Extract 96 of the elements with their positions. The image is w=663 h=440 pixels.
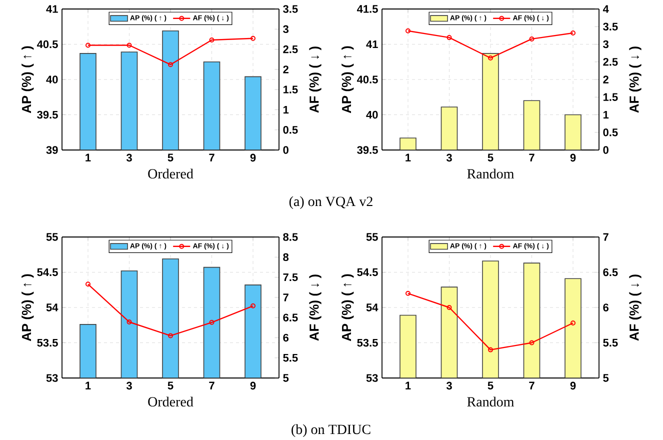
y2-axis-title: AF (%) ( ↓ ) xyxy=(629,274,642,341)
y2-tick-label: 6.5 xyxy=(603,268,618,276)
y-tick-label: 40 xyxy=(366,110,378,119)
x-tick-label: 3 xyxy=(446,154,452,162)
y-tick-label: 54 xyxy=(366,304,378,312)
y2-tick-label: 2 xyxy=(283,66,288,74)
point xyxy=(529,340,534,346)
point xyxy=(446,35,452,40)
y-tick-label: 40 xyxy=(46,76,58,84)
y-tick-label: 41 xyxy=(46,5,58,13)
y-tick-label: 53.5 xyxy=(37,338,58,347)
y-tick-label: 53 xyxy=(46,374,58,382)
y2-tick-label: 8.5 xyxy=(283,233,298,241)
y2-tick-label: 6 xyxy=(603,304,609,312)
x-tick-label: 5 xyxy=(488,382,494,390)
y2-tick-label: 3.5 xyxy=(603,22,618,31)
x-tick-label: 3 xyxy=(126,382,132,390)
y-tick-label: 54.5 xyxy=(37,268,58,276)
y-tick-label: 40.5 xyxy=(36,40,58,48)
y2-tick-label: 3 xyxy=(603,40,609,48)
y-tick-label: 53 xyxy=(366,374,378,382)
y2-tick-label: 7 xyxy=(603,233,608,241)
point xyxy=(209,38,214,43)
y2-axis-title: AF (%) ( ↓ ) xyxy=(309,46,322,113)
y2-tick-label: 0 xyxy=(283,146,288,154)
y2-tick-label: 3.5 xyxy=(283,5,298,13)
x-tick-label: 7 xyxy=(529,382,534,390)
y2-tick-label: 0.5 xyxy=(603,128,618,136)
y2-tick-label: 2.5 xyxy=(603,58,618,66)
y2-tick-label: 4 xyxy=(602,5,609,13)
x-tick-label: 1 xyxy=(86,382,91,390)
y-tick-label: 53.5 xyxy=(357,338,378,347)
x-axis-title: Random xyxy=(467,168,514,179)
x-tick-label: 9 xyxy=(570,154,576,162)
x-tick-label: 7 xyxy=(529,154,534,162)
y-tick-label: 40.5 xyxy=(356,76,378,84)
y2-tick-label: 2 xyxy=(603,76,608,84)
y2-tick-label: 6 xyxy=(283,334,289,342)
x-tick-label: 1 xyxy=(86,154,91,162)
y2-tick-label: 2.5 xyxy=(283,45,298,54)
y2-tick-label: 8 xyxy=(283,253,289,262)
y-axis-title: AP (%) ( ↑ ) xyxy=(22,46,34,114)
y2-axis-title: AF (%) ( ↓ ) xyxy=(309,274,322,341)
x-tick-label: 1 xyxy=(406,382,411,390)
text: (b) on TDIUC xyxy=(292,424,370,437)
y2-tick-label: 1.5 xyxy=(603,93,618,101)
y2-tick-label: 3 xyxy=(283,25,289,34)
y-tick-label: 39.5 xyxy=(37,110,58,119)
y-tick-label: 41 xyxy=(366,40,378,48)
y2-tick-label: 1 xyxy=(283,106,289,114)
x-tick-label: 1 xyxy=(406,154,411,162)
point xyxy=(446,305,452,310)
point xyxy=(126,320,132,325)
y-tick-label: 54.5 xyxy=(357,268,378,276)
x-tick-label: 5 xyxy=(168,154,174,162)
y-axis-title: AP (%) ( ↑ ) xyxy=(22,274,34,342)
x-axis-title: Random xyxy=(467,396,514,407)
y2-tick-label: 0 xyxy=(603,146,608,154)
y2-tick-label: 5.5 xyxy=(283,354,298,362)
x-tick-label: 3 xyxy=(126,154,132,162)
y2-tick-label: 7.5 xyxy=(283,273,298,282)
x-tick-label: 3 xyxy=(446,382,452,390)
y2-tick-label: 5.5 xyxy=(603,338,618,347)
y2-tick-label: 1.5 xyxy=(283,86,298,94)
x-axis-title: Ordered xyxy=(148,168,194,179)
point xyxy=(168,333,174,338)
point xyxy=(488,56,494,60)
x-tick-label: 7 xyxy=(209,154,214,162)
y-tick-label: 39.5 xyxy=(357,146,378,154)
point xyxy=(126,42,132,48)
x-tick-label: 9 xyxy=(250,382,256,390)
x-tick-label: 5 xyxy=(168,382,174,390)
y2-tick-label: 6.5 xyxy=(283,314,298,322)
y2-tick-label: 5 xyxy=(603,374,609,382)
x-tick-label: 7 xyxy=(209,382,214,390)
text: (a) on VQA v2 xyxy=(289,196,372,209)
y-tick-label: 55 xyxy=(46,233,58,241)
point xyxy=(529,36,534,42)
y2-tick-label: 7 xyxy=(283,294,288,302)
point xyxy=(488,347,494,352)
y-tick-label: 41.5 xyxy=(356,5,378,13)
y-tick-label: 39 xyxy=(46,146,58,154)
y-tick-label: 54 xyxy=(46,304,58,312)
y-axis-title: AP (%) ( ↑ ) xyxy=(342,274,354,342)
y2-tick-label: 1 xyxy=(603,110,609,119)
x-axis-title: Ordered xyxy=(148,396,194,407)
x-tick-label: 9 xyxy=(570,382,576,390)
y2-axis-title: AF (%) ( ↓ ) xyxy=(629,46,642,113)
x-tick-label: 9 xyxy=(250,154,256,162)
y-tick-label: 55 xyxy=(366,233,378,241)
point xyxy=(168,62,174,68)
point xyxy=(209,320,214,325)
y2-tick-label: 5 xyxy=(283,374,289,382)
y-axis-title: AP (%) ( ↑ ) xyxy=(342,46,354,114)
x-tick-label: 5 xyxy=(488,154,494,162)
y2-tick-label: 0.5 xyxy=(283,126,298,134)
